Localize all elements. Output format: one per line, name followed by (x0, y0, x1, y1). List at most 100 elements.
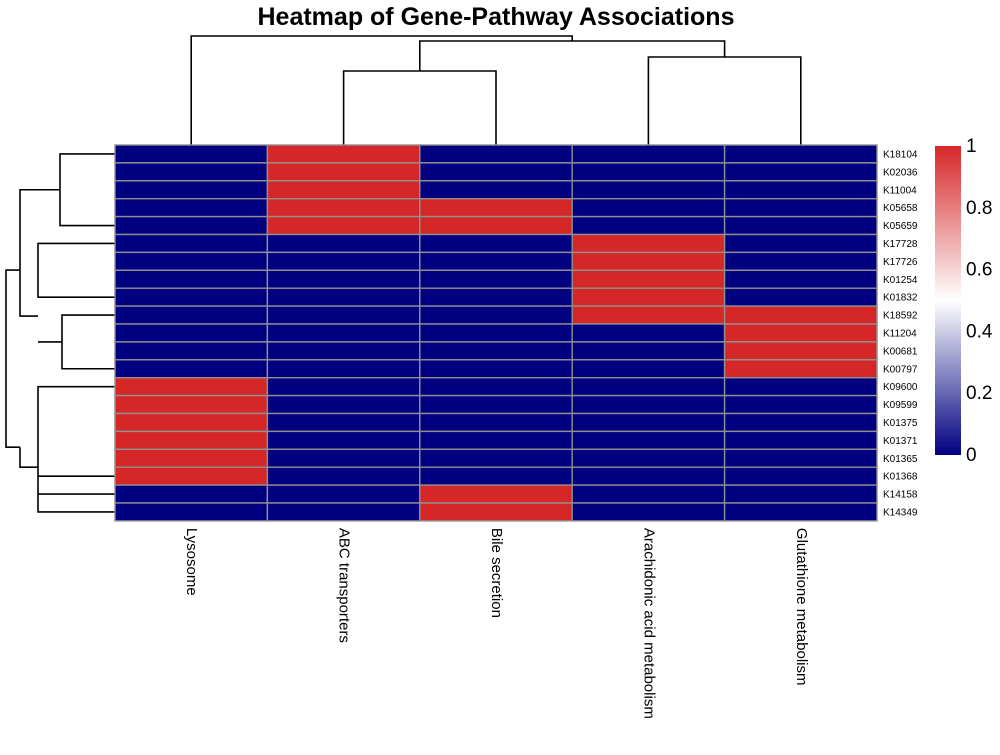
heatmap-cell (114, 394, 269, 415)
heatmap-cell (266, 251, 421, 271)
row-label: K14349 (883, 507, 918, 518)
heatmap-cell (419, 484, 573, 504)
heatmap-cell (571, 233, 726, 254)
row-label: K00681 (883, 346, 918, 357)
heatmap-cell (266, 448, 421, 468)
heatmap-cell (114, 502, 269, 522)
heatmap-cell (723, 144, 878, 164)
heatmap-cell (723, 180, 878, 200)
heatmap-cell (114, 466, 269, 486)
heatmap-cell (419, 448, 573, 468)
heatmap-cell (571, 377, 726, 397)
heatmap-cell (114, 197, 269, 218)
heatmap-cell (419, 180, 573, 200)
heatmap-cell (571, 144, 726, 164)
heatmap-cell (571, 484, 726, 504)
heatmap-cell (571, 502, 726, 522)
heatmap-cell (571, 394, 726, 415)
heatmap-cell (419, 251, 573, 271)
heatmap-cell (571, 162, 726, 182)
dendrogram-branch (418, 40, 726, 71)
heatmap-cell (114, 215, 269, 236)
column-label: Bile secretion (488, 528, 505, 618)
heatmap-cell (419, 359, 573, 379)
heatmap-cell (723, 215, 878, 236)
dendrogram-branch (59, 153, 115, 227)
heatmap-cell (114, 359, 269, 379)
dendrogram-branch (37, 385, 115, 477)
heatmap-cell (114, 323, 269, 343)
heatmap-cell (723, 197, 878, 218)
heatmap-cell (266, 377, 421, 397)
dendrogram-branch (19, 188, 60, 317)
heatmap-cell (419, 305, 573, 325)
heatmap-cell (266, 144, 421, 164)
row-label: K09600 (883, 382, 918, 393)
heatmap-cell (266, 394, 421, 415)
dendrogram-branch (647, 56, 802, 145)
heatmap-cell (419, 233, 573, 254)
heatmap-cell (723, 412, 878, 433)
heatmap-cell (114, 448, 269, 468)
heatmap-cell (419, 323, 573, 343)
heatmap-cell (723, 233, 878, 254)
row-label: K14158 (883, 490, 918, 501)
heatmap-cell (419, 197, 573, 218)
legend-tick-label: 0.4 (966, 321, 993, 342)
heatmap-cell (114, 377, 269, 397)
heatmap-cell (266, 502, 421, 522)
dendrogram-branch (5, 269, 20, 449)
heatmap-cell (571, 430, 726, 450)
row-label: K05659 (883, 221, 918, 232)
row-labels: K18104 K02036 K11004 K05658 K05659 K17728 K177… (883, 149, 918, 518)
dendrogram-branch (19, 447, 38, 469)
row-label: K01371 (883, 436, 918, 447)
heatmap-cell (723, 466, 878, 486)
heatmap-cell (571, 466, 726, 486)
heatmap-cell (266, 359, 421, 379)
dendrogram-branch (342, 70, 497, 145)
heatmap-cell (419, 341, 573, 361)
heatmap-cell (419, 502, 573, 522)
heatmap-cell (571, 448, 726, 468)
heatmap-cell (723, 269, 878, 289)
heatmap-cell (723, 502, 878, 522)
heatmap-cell (419, 269, 573, 289)
heatmap-cell (571, 305, 726, 325)
heatmap-cell (266, 341, 421, 361)
chart-title: Heatmap of Gene-Pathway Associations (257, 3, 735, 31)
heatmap-cell (723, 162, 878, 182)
heatmap-cell (266, 233, 421, 254)
heatmap-cell (114, 233, 269, 254)
heatmap-cell (114, 269, 269, 289)
heatmap-cell (571, 323, 726, 343)
heatmap-cell (114, 180, 269, 200)
row-label: K09599 (883, 400, 918, 411)
heatmap-cell (571, 215, 726, 236)
heatmap-cell (571, 412, 726, 433)
heatmap-cell (419, 162, 573, 182)
heatmap-cell (266, 180, 421, 200)
heatmap-cell (266, 269, 421, 289)
legend-tick-label: 0.8 (966, 198, 992, 219)
heatmap-cell (419, 287, 573, 307)
row-label: K17726 (883, 257, 918, 268)
heatmap-cell (114, 162, 269, 182)
heatmap-cell (571, 359, 726, 379)
heatmap-cell (419, 144, 573, 164)
heatmap-cell (266, 484, 421, 504)
heatmap-cell (114, 251, 269, 271)
dendrogram-branch (37, 493, 115, 513)
heatmap-cell (571, 341, 726, 361)
color-legend: 1 0.8 0.6 0.4 0.2 0 (935, 136, 993, 466)
row-dendrogram (5, 153, 115, 513)
heatmap-cell (266, 162, 421, 182)
heatmap-cell (419, 430, 573, 450)
heatmap-cell (114, 305, 269, 325)
row-label: K18104 (883, 149, 918, 160)
heatmap-cell (266, 430, 421, 450)
legend-color-bar (935, 146, 961, 455)
heatmap-cell (419, 466, 573, 486)
heatmap-cell (571, 287, 726, 307)
